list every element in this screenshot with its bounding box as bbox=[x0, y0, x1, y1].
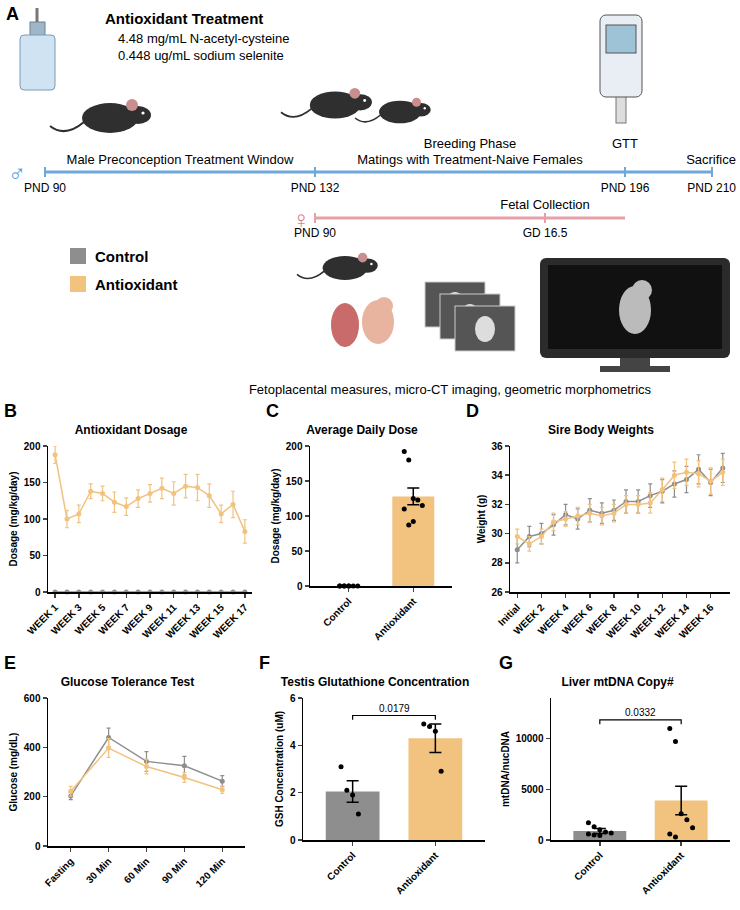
svg-text:4.48 mg/mL N-acetyl-cysteine: 4.48 mg/mL N-acetyl-cysteine bbox=[118, 31, 289, 46]
html-text:G: G bbox=[499, 653, 513, 673]
svg-text:Male Preconception Treatment W: Male Preconception Treatment Window bbox=[67, 152, 294, 167]
svg-text:WEEK 2: WEEK 2 bbox=[511, 601, 546, 636]
svg-text:Antioxidant Treatment: Antioxidant Treatment bbox=[105, 10, 263, 27]
svg-text:50: 50 bbox=[29, 550, 41, 561]
svg-text:WEEK 5: WEEK 5 bbox=[73, 601, 108, 636]
svg-text:GD 16.5: GD 16.5 bbox=[523, 226, 568, 240]
svg-text:WEEK 11: WEEK 11 bbox=[140, 601, 179, 640]
svg-text:200: 200 bbox=[286, 441, 303, 452]
svg-text:Control: Control bbox=[95, 248, 148, 265]
svg-text:Initial: Initial bbox=[496, 602, 522, 628]
svg-text:600: 600 bbox=[24, 693, 41, 704]
svg-text:WEEK 15: WEEK 15 bbox=[187, 601, 226, 640]
svg-text:Sacrifice: Sacrifice bbox=[686, 152, 736, 167]
svg-text:WEEK 3: WEEK 3 bbox=[49, 601, 84, 636]
svg-text:5000: 5000 bbox=[521, 784, 544, 795]
svg-text:Dosage (mg/kg/day): Dosage (mg/kg/day) bbox=[8, 471, 19, 566]
svg-text:Fasting: Fasting bbox=[43, 856, 76, 889]
svg-text:WEEK 9: WEEK 9 bbox=[120, 601, 155, 636]
svg-text:4: 4 bbox=[290, 740, 296, 751]
svg-text:Antioxidant: Antioxidant bbox=[95, 276, 178, 293]
svg-text:WEEK 14: WEEK 14 bbox=[653, 601, 692, 640]
svg-text:0.0179: 0.0179 bbox=[379, 703, 410, 714]
svg-text:0: 0 bbox=[290, 835, 296, 846]
svg-text:150: 150 bbox=[286, 476, 303, 487]
svg-text:GTT: GTT bbox=[612, 136, 638, 151]
svg-text:Fetoplacental measures, micro-: Fetoplacental measures, micro-CT imaging… bbox=[249, 382, 652, 397]
svg-text:0: 0 bbox=[297, 581, 303, 592]
svg-text:28: 28 bbox=[491, 557, 503, 568]
html-text:D: D bbox=[466, 401, 479, 421]
svg-text:Control: Control bbox=[325, 850, 358, 883]
svg-text:150: 150 bbox=[24, 477, 41, 488]
svg-text:GSH Concentration (uM): GSH Concentration (uM) bbox=[274, 711, 285, 827]
svg-text:Glucose Tolerance Test: Glucose Tolerance Test bbox=[61, 675, 195, 689]
svg-text:0: 0 bbox=[538, 835, 544, 846]
svg-text:WEEK 12: WEEK 12 bbox=[628, 601, 667, 640]
svg-text:30 Min: 30 Min bbox=[84, 856, 114, 886]
svg-text:WEEK 13: WEEK 13 bbox=[164, 601, 203, 640]
svg-text:400: 400 bbox=[24, 742, 41, 753]
svg-text:WEEK 6: WEEK 6 bbox=[560, 601, 595, 636]
svg-text:Control: Control bbox=[572, 850, 605, 883]
svg-text:Antioxidant: Antioxidant bbox=[394, 849, 441, 896]
svg-text:6: 6 bbox=[290, 693, 296, 704]
svg-text:Sire Body Weights: Sire Body Weights bbox=[548, 423, 654, 437]
svg-text:Antioxidant: Antioxidant bbox=[372, 595, 419, 642]
svg-text:Fetal Collection: Fetal Collection bbox=[500, 197, 590, 212]
svg-text:100: 100 bbox=[24, 514, 41, 525]
svg-text:WEEK 8: WEEK 8 bbox=[584, 601, 619, 636]
svg-text:PND 132: PND 132 bbox=[291, 181, 340, 195]
svg-text:PND 196: PND 196 bbox=[601, 181, 650, 195]
svg-text:mtDNA/nucDNA: mtDNA/nucDNA bbox=[500, 731, 511, 807]
html-text:F: F bbox=[259, 653, 270, 673]
svg-text:0: 0 bbox=[35, 841, 41, 852]
svg-text:200: 200 bbox=[24, 791, 41, 802]
svg-text:Glucose (mg/dL): Glucose (mg/dL) bbox=[8, 733, 19, 812]
svg-text:34: 34 bbox=[491, 470, 503, 481]
html-text:C: C bbox=[266, 401, 279, 421]
svg-text:0.0332: 0.0332 bbox=[625, 707, 656, 718]
svg-text:Liver mtDNA Copy#: Liver mtDNA Copy# bbox=[561, 675, 674, 689]
svg-text:Average Daily Dose: Average Daily Dose bbox=[306, 423, 418, 437]
svg-text:200: 200 bbox=[24, 441, 41, 452]
svg-text:10000: 10000 bbox=[516, 733, 544, 744]
svg-text:WEEK 17: WEEK 17 bbox=[211, 601, 250, 640]
svg-text:26: 26 bbox=[491, 587, 503, 598]
html-text:E: E bbox=[4, 653, 16, 673]
svg-text:WEEK 4: WEEK 4 bbox=[536, 601, 571, 636]
html-text:B: B bbox=[4, 401, 17, 421]
svg-text:30: 30 bbox=[491, 528, 503, 539]
svg-text:WEEK 1: WEEK 1 bbox=[25, 601, 60, 636]
svg-text:2: 2 bbox=[290, 787, 296, 798]
svg-text:WEEK 10: WEEK 10 bbox=[604, 601, 643, 640]
svg-text:WEEK 16: WEEK 16 bbox=[677, 601, 716, 640]
svg-text:Control: Control bbox=[321, 596, 354, 629]
svg-text:PND 210: PND 210 bbox=[687, 181, 736, 195]
svg-text:WEEK 7: WEEK 7 bbox=[96, 601, 131, 636]
svg-text:Breeding Phase: Breeding Phase bbox=[424, 136, 517, 151]
svg-text:Dosage (mg/kg/day): Dosage (mg/kg/day) bbox=[270, 468, 281, 563]
svg-text:90 Min: 90 Min bbox=[160, 856, 190, 886]
svg-text:50: 50 bbox=[291, 546, 303, 557]
svg-text:0.448 ug/mL sodium selenite: 0.448 ug/mL sodium selenite bbox=[118, 48, 284, 63]
svg-text:Testis Glutathione Concentrati: Testis Glutathione Concentration bbox=[281, 675, 469, 689]
svg-text:36: 36 bbox=[491, 441, 503, 452]
svg-text:Antioxidant: Antioxidant bbox=[639, 849, 686, 896]
svg-text:Matings with Treatment-Naive F: Matings with Treatment-Naive Females bbox=[357, 152, 583, 167]
svg-text:0: 0 bbox=[35, 587, 41, 598]
svg-text:PND 90: PND 90 bbox=[294, 226, 336, 240]
svg-text:Antioxidant Dosage: Antioxidant Dosage bbox=[75, 423, 188, 437]
svg-text:100: 100 bbox=[286, 511, 303, 522]
svg-text:Weight (g): Weight (g) bbox=[476, 495, 487, 544]
svg-text:32: 32 bbox=[491, 499, 503, 510]
svg-text:PND 90: PND 90 bbox=[24, 181, 66, 195]
svg-text:60 Min: 60 Min bbox=[122, 856, 152, 886]
svg-text:A: A bbox=[6, 4, 19, 24]
svg-text:120 Min: 120 Min bbox=[193, 856, 227, 890]
